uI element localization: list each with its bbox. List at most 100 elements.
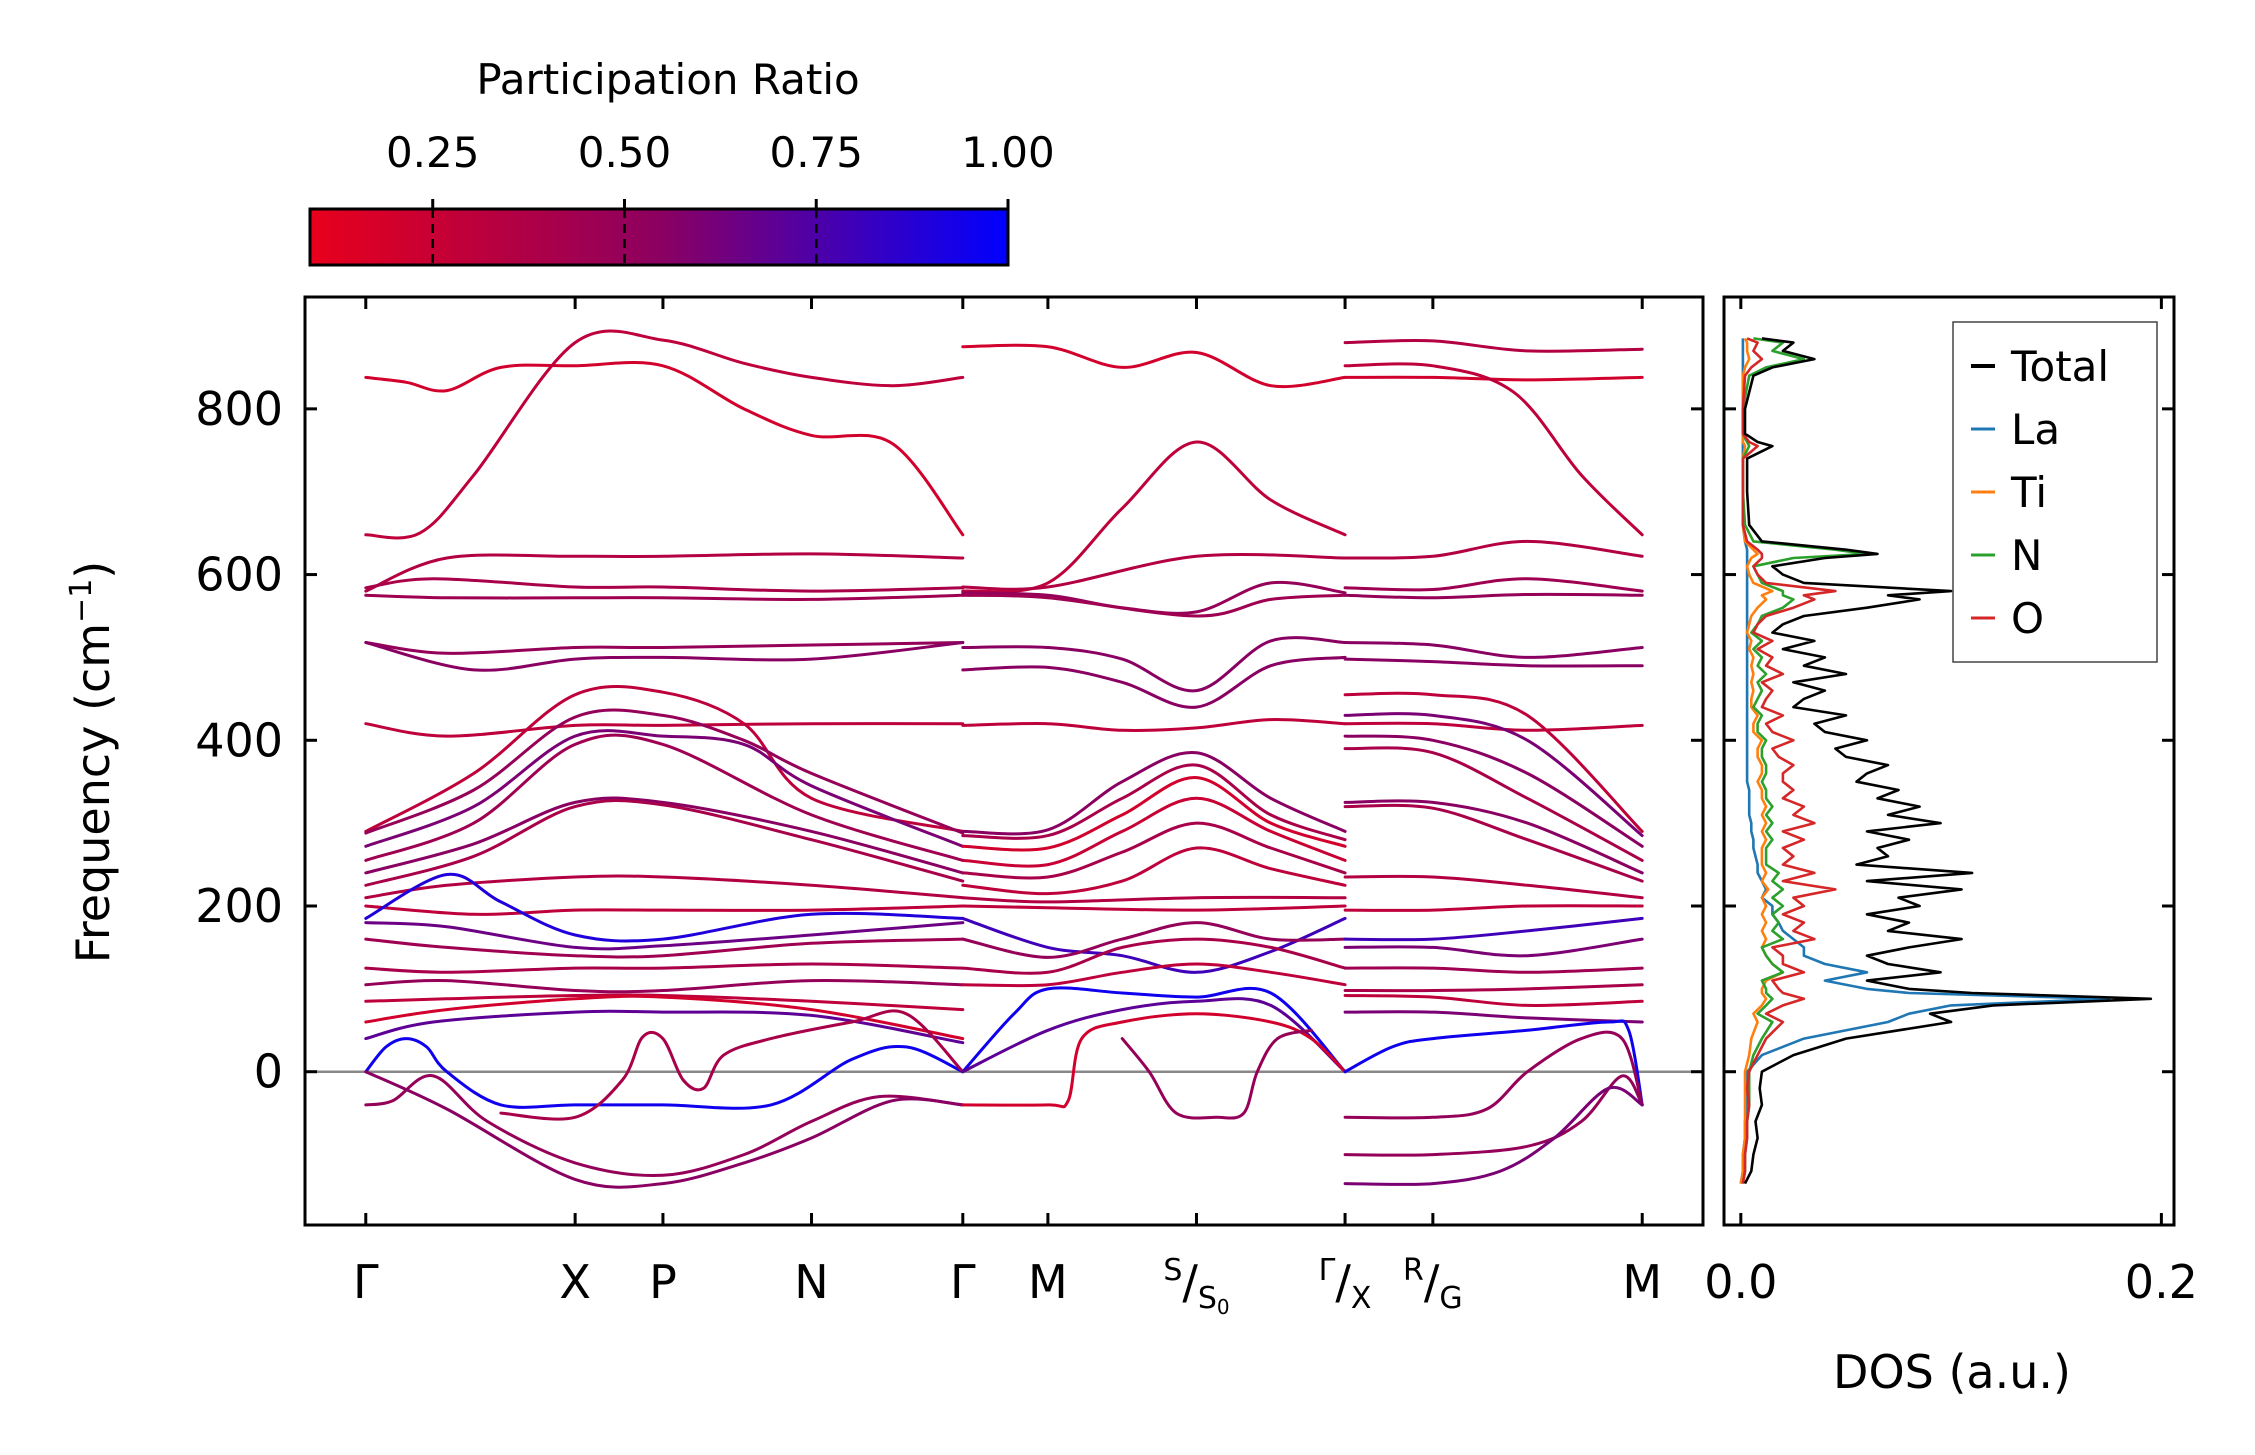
kpoint-label: P <box>649 1255 677 1309</box>
y-tick-label: 600 <box>195 548 283 602</box>
band-line <box>364 722 965 738</box>
band-line <box>1343 937 1644 958</box>
band-line <box>499 1009 965 1121</box>
dos-x-axis-label: DOS (a.u.) <box>1833 1345 2071 1399</box>
band-line <box>364 729 965 848</box>
band-line <box>1343 1019 1644 1107</box>
band-line <box>1343 577 1644 593</box>
band-line <box>1120 1028 1313 1120</box>
band-line <box>364 708 965 835</box>
band-line <box>1343 994 1644 1007</box>
band-line <box>1343 1085 1644 1186</box>
band-line <box>364 577 965 593</box>
band-line <box>961 553 1347 591</box>
colorbar-frame <box>308 207 1010 267</box>
band-line <box>961 763 1347 842</box>
band-line <box>1343 592 1644 600</box>
dos-x-tick-label: 0.2 <box>2125 1255 2198 1309</box>
legend-label-la: La <box>2011 405 2060 454</box>
band-line <box>961 751 1347 836</box>
band-line <box>961 1012 1347 1109</box>
band-line <box>1343 539 1644 560</box>
band-line <box>364 1074 965 1178</box>
dos-line-la <box>1739 338 2111 1184</box>
band-line <box>1343 904 1644 912</box>
colorbar-title: Participation Ratio <box>476 55 859 104</box>
y-tick-label: 800 <box>195 382 283 436</box>
y-tick-label: 200 <box>195 879 283 933</box>
band-line <box>364 994 965 1041</box>
band-line <box>961 593 1347 618</box>
band-line <box>1343 916 1644 942</box>
band-line <box>961 921 1347 959</box>
main-axes-frame <box>303 295 1705 1227</box>
band-line <box>364 329 965 540</box>
band-line <box>364 733 965 862</box>
kpoint-label: X <box>559 1255 591 1309</box>
band-line <box>1343 339 1644 353</box>
band-line <box>364 921 965 951</box>
band-line <box>364 1070 965 1189</box>
colorbar-tick-label: 0.25 <box>386 128 480 177</box>
band-line <box>1343 874 1644 900</box>
colorbar-ticks: 0.25 0.50 0.75 1.00 <box>386 128 1055 265</box>
band-line <box>961 916 1347 974</box>
band-line <box>961 655 1347 709</box>
dos-line-total <box>1743 337 2153 1185</box>
legend-label-n: N <box>2011 531 2042 580</box>
legend-label-o: O <box>2011 594 2044 643</box>
band-line <box>961 821 1347 880</box>
band-line <box>364 874 965 900</box>
band-line <box>1343 1010 1644 1024</box>
band-lines <box>364 329 1644 1189</box>
band-line <box>364 1037 965 1110</box>
band-line <box>961 846 1347 896</box>
dos-axes-frame <box>1722 295 2176 1227</box>
band-line <box>961 986 1347 1074</box>
colorbar-tick-label: 1.00 <box>961 128 1055 177</box>
colorbar-tick-label: 0.50 <box>578 128 672 177</box>
legend-label-ti: Ti <box>2010 468 2047 517</box>
band-line <box>364 593 965 601</box>
band-line <box>364 872 965 943</box>
band-line <box>961 440 1347 594</box>
kpoint-label: R/G <box>1403 1253 1463 1316</box>
band-line <box>1343 641 1644 659</box>
band-line <box>961 343 1347 389</box>
band-line <box>961 895 1347 904</box>
band-line <box>1343 734 1644 848</box>
band-line <box>1343 966 1644 974</box>
colorbar-tick-label: 0.75 <box>769 128 863 177</box>
band-line <box>961 796 1347 868</box>
dos-line-ti <box>1739 337 1785 1184</box>
dos-ticks: 0.0 0.2 <box>1704 297 2198 1309</box>
kpoint-label: N <box>794 1255 828 1309</box>
band-line <box>1343 657 1644 668</box>
band-line <box>1343 691 1644 833</box>
band-line <box>364 641 965 655</box>
band-line <box>961 997 1347 1074</box>
band-line <box>364 962 965 974</box>
band-line <box>1343 1074 1644 1157</box>
dos-lines <box>1739 337 2153 1185</box>
colorbar-gradient <box>310 209 1008 265</box>
dos-legend: Total La Ti NO <box>1952 321 2158 663</box>
band-line <box>1343 362 1644 537</box>
band-line <box>364 1009 965 1045</box>
dos-panel: 0.0 0.2 DOS (a.u.) Total La Ti NO <box>1704 295 2198 1399</box>
y-tick-label: 400 <box>195 713 283 767</box>
kpoint-label: M <box>1028 1255 1068 1309</box>
band-line <box>364 798 965 887</box>
band-line <box>364 796 965 875</box>
kpoint-label: Γ/X <box>1319 1253 1372 1316</box>
kpoint-label: S/S0 <box>1163 1253 1229 1319</box>
band-line <box>364 937 965 959</box>
band-line <box>961 904 1347 912</box>
band-line <box>364 361 965 537</box>
band-line <box>364 685 965 833</box>
band-line <box>1343 799 1644 875</box>
band-line <box>1343 746 1644 862</box>
